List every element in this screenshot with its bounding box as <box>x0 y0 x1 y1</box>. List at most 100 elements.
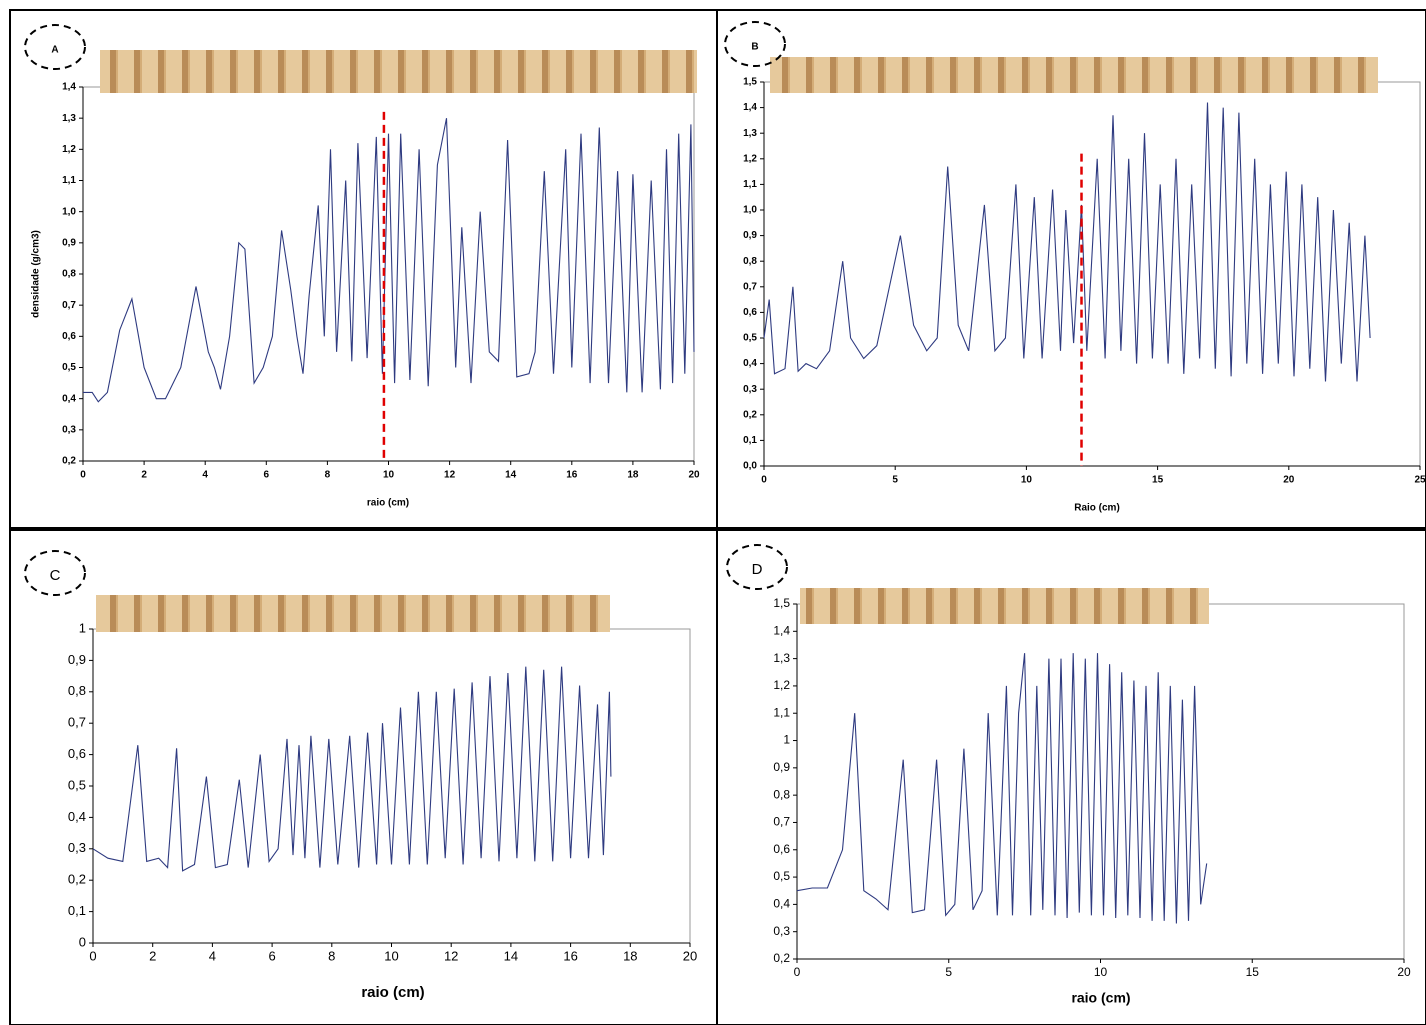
y-tick-label: 1 <box>783 733 790 747</box>
panel-border <box>716 529 1426 1025</box>
x-tick-label: 16 <box>566 470 578 481</box>
y-tick-label: 0,9 <box>68 652 86 667</box>
y-tick-label: 1,4 <box>743 102 757 113</box>
y-axis-title: densidade (g/cm3) <box>31 230 42 318</box>
y-tick-label: 0,5 <box>68 777 86 792</box>
x-tick-label: 14 <box>505 470 517 481</box>
y-tick-label: 0,0 <box>743 461 757 472</box>
panel-border <box>716 9 1426 529</box>
panel-label: A <box>51 45 58 56</box>
y-tick-label: 0,2 <box>773 951 790 965</box>
y-tick-label: 0,7 <box>68 715 86 730</box>
x-tick-label: 14 <box>504 948 518 963</box>
y-tick-label: 1,1 <box>743 179 757 190</box>
x-tick-label: 8 <box>328 948 335 963</box>
x-tick-label: 20 <box>688 470 700 481</box>
y-tick-label: 0,3 <box>68 840 86 855</box>
y-tick-label: 1,1 <box>62 175 76 186</box>
x-tick-label: 0 <box>89 948 96 963</box>
panel-label-circle <box>24 24 86 70</box>
panel-label: D <box>752 561 763 578</box>
x-tick-label: 6 <box>264 470 270 481</box>
x-tick-label: 0 <box>761 475 767 486</box>
chart-panel: C00,10,20,30,40,50,60,70,80,910 2 4 6 8 10 12 1… <box>9 529 718 1025</box>
x-tick-label: 10 <box>383 470 395 481</box>
panel-label: C <box>50 567 61 584</box>
density-line <box>796 653 1208 924</box>
y-tick-label: 1,0 <box>743 205 757 216</box>
y-tick-label: 0,3 <box>62 424 76 435</box>
chart-panel: A 0,2 0,3 0,4 0,5 0,6 0,7 0,8 0,9 1,0 1,1 1,2 1,3 1,4… <box>9 9 718 529</box>
y-tick-label: 1,3 <box>62 113 76 124</box>
panel-label-circle <box>726 544 788 590</box>
x-tick-label: 25 <box>1414 475 1426 486</box>
y-tick-label: 1 <box>79 620 86 635</box>
y-tick-label: 0,9 <box>773 760 790 774</box>
y-tick-label: 0,2 <box>62 456 76 467</box>
y-tick-label: 0,6 <box>68 746 86 761</box>
x-tick-label: 16 <box>563 948 577 963</box>
y-tick-label: 0,1 <box>68 903 86 918</box>
y-tick-label: 1,4 <box>62 82 76 93</box>
x-tick-label: 4 <box>209 948 216 963</box>
y-tick-label: 0,5 <box>62 362 76 373</box>
y-tick-label: 0,7 <box>773 815 790 829</box>
x-tick-label: 4 <box>202 470 208 481</box>
plot-frame <box>763 81 1421 467</box>
x-tick-label: 8 <box>325 470 331 481</box>
x-tick-label: 12 <box>444 948 458 963</box>
density-line <box>763 102 1371 382</box>
x-tick-label: 15 <box>1152 475 1164 486</box>
y-tick-label: 0,8 <box>62 269 76 280</box>
y-tick-label: 1,1 <box>773 705 790 719</box>
y-tick-label: 0,4 <box>62 393 76 404</box>
y-tick-label: 1,3 <box>743 128 757 139</box>
x-tick-label: 18 <box>627 470 639 481</box>
density-line <box>92 666 612 872</box>
y-tick-label: 0 <box>79 934 86 949</box>
y-tick-label: 1,2 <box>773 678 790 692</box>
x-tick-label: 15 <box>1246 965 1260 979</box>
x-tick-label: 18 <box>623 948 637 963</box>
x-tick-label: 10 <box>384 948 398 963</box>
wood-sample <box>100 50 697 93</box>
y-tick-label: 0,8 <box>773 787 790 801</box>
y-tick-label: 0,9 <box>743 230 757 241</box>
x-tick-label: 5 <box>892 475 898 486</box>
y-tick-label: 0,6 <box>743 307 757 318</box>
y-tick-label: 0,3 <box>773 924 790 938</box>
x-tick-label: 10 <box>1094 965 1108 979</box>
y-tick-label: 0,4 <box>773 897 790 911</box>
y-tick-label: 0,9 <box>62 237 76 248</box>
panel-label-circle <box>724 21 786 67</box>
y-tick-label: 1,2 <box>62 144 76 155</box>
x-tick-label: 2 <box>141 470 147 481</box>
y-tick-label: 0,8 <box>743 256 757 267</box>
wood-sample <box>770 57 1378 93</box>
y-tick-label: 0,2 <box>68 872 86 887</box>
y-tick-label: 0,6 <box>62 331 76 342</box>
x-axis-title: raio (cm) <box>1071 990 1130 1006</box>
y-tick-label: 0,2 <box>743 409 757 420</box>
y-tick-label: 1,2 <box>743 153 757 164</box>
y-tick-label: 1,4 <box>773 623 790 637</box>
x-tick-label: 6 <box>268 948 275 963</box>
x-tick-label: 20 <box>683 948 697 963</box>
y-tick-label: 1,5 <box>743 77 757 88</box>
chart-panel: D 0,2 0,3 0,4 0,5 0,6 0,7 0,8 0,9 1 1,1 1,2 1,3 1,4 1,… <box>716 529 1426 1025</box>
wood-sample <box>96 595 610 632</box>
x-tick-label: 0 <box>794 965 801 979</box>
panel-label-circle <box>24 550 86 596</box>
y-tick-label: 0,8 <box>68 683 86 698</box>
panel-label: B <box>751 42 758 53</box>
chart-panel: B 0,0 0,1 0,2 0,3 0,4 0,5 0,6 0,7 0,8 0,9 1,0 1,1 1,2… <box>716 9 1426 529</box>
y-tick-label: 0,3 <box>743 384 757 395</box>
density-line <box>83 118 695 403</box>
y-tick-label: 1,5 <box>773 596 790 610</box>
x-axis-title: raio (cm) <box>361 984 424 1001</box>
y-tick-label: 0,7 <box>62 300 76 311</box>
x-axis-title: Raio (cm) <box>1074 503 1120 514</box>
y-tick-label: 0,4 <box>68 809 86 824</box>
